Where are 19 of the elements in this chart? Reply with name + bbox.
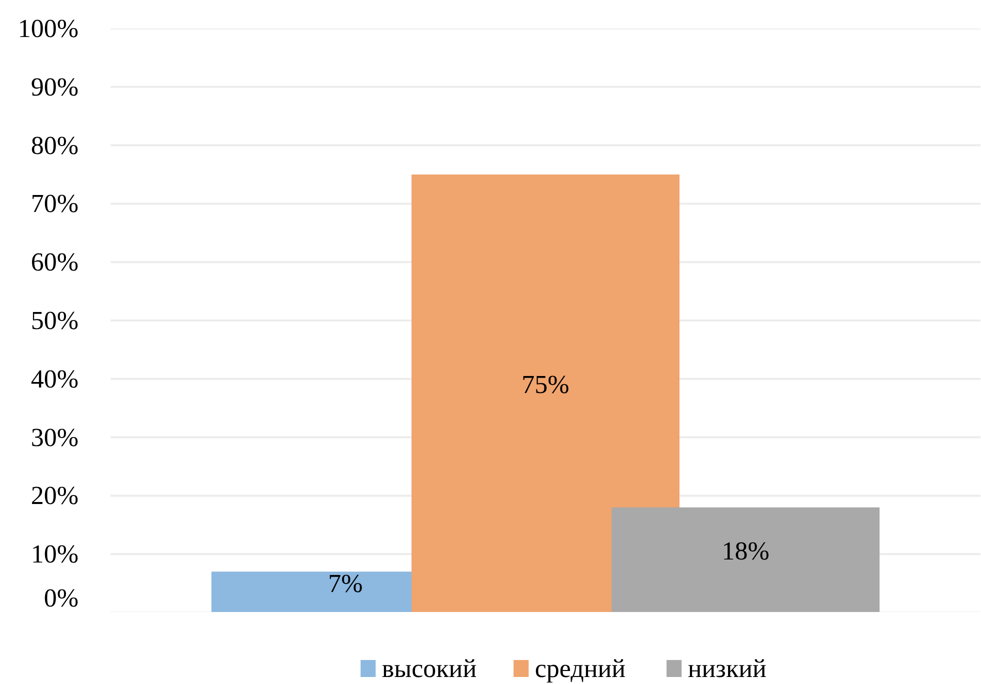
data-label: 18% (722, 536, 770, 566)
y-tick-label: 90% (30, 72, 79, 102)
y-tick-label: 60% (30, 248, 79, 277)
y-tick-label: 100% (18, 14, 79, 43)
bar (412, 174, 680, 612)
y-tick-label: 30% (30, 422, 79, 452)
data-label: 75% (522, 370, 570, 400)
legend-label: средний (534, 654, 626, 683)
legend-label: высокий (382, 654, 477, 683)
y-tick-label: 80% (30, 130, 79, 160)
bar (612, 507, 880, 612)
y-tick-label: 40% (30, 364, 79, 394)
y-tick-label: 20% (30, 481, 79, 510)
legend-label: низкий (688, 654, 766, 683)
y-tick-label: 10% (30, 540, 79, 569)
y-tick-label: 0% (44, 584, 79, 612)
data-label: 7% (328, 568, 363, 598)
y-tick-label: 70% (30, 189, 79, 218)
y-tick-label: 50% (30, 306, 79, 335)
